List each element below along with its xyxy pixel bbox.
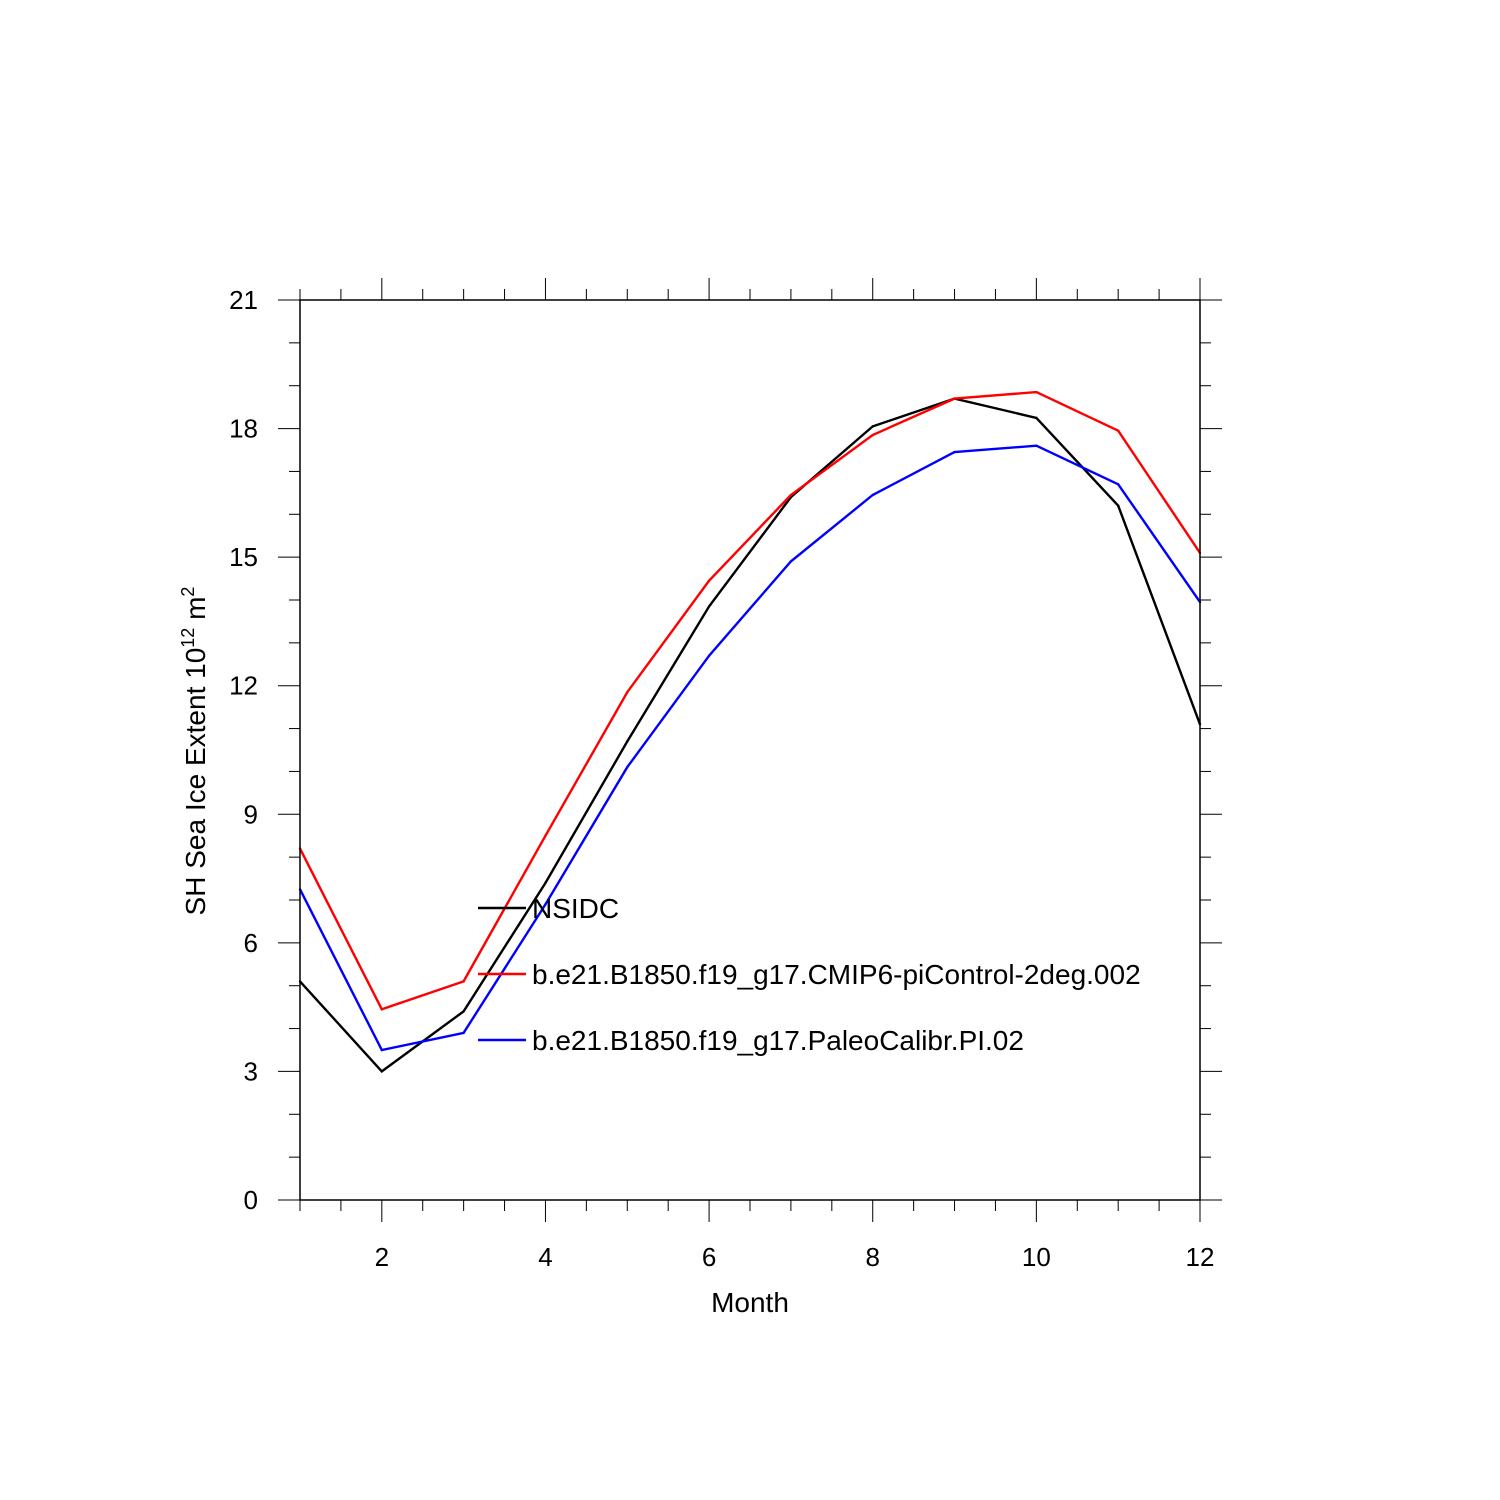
series-line <box>298 390 1201 1011</box>
y-axis-title-exponent: 12 <box>178 628 198 648</box>
y-axis-title-text: SH Sea Ice Extent 10 <box>180 648 211 916</box>
y-tick-label: 18 <box>229 414 258 444</box>
data-point <box>544 881 547 885</box>
data-point <box>380 1048 384 1052</box>
x-tick-label: 10 <box>1022 1242 1051 1272</box>
y-tick-label: 15 <box>229 542 258 572</box>
y-axis-title-unit: m <box>180 597 211 620</box>
y-tick-label: 3 <box>244 1056 258 1086</box>
data-point <box>707 654 711 657</box>
legend-label: b.e21.B1850.f19_g17.CMIP6-piControl-2deg… <box>532 959 1141 990</box>
data-point <box>1116 504 1120 507</box>
y-tick-label: 0 <box>244 1185 258 1215</box>
y-axis-title-unit-exponent: 2 <box>178 587 198 597</box>
data-point <box>626 690 629 694</box>
data-point <box>789 560 793 563</box>
data-point <box>626 740 629 743</box>
legend-label: NSIDC <box>532 893 619 924</box>
data-point <box>1035 390 1038 394</box>
x-tick-label: 6 <box>702 1242 716 1272</box>
axis-ticks <box>278 278 1222 1222</box>
legend: NSIDC b.e21.B1850.f19_g17.CMIP6-piControl… <box>478 893 1141 1056</box>
x-tick-label: 8 <box>865 1242 879 1272</box>
data-point <box>1035 416 1038 420</box>
y-tick-label: 6 <box>244 928 258 958</box>
data-point <box>1116 429 1120 432</box>
y-axis-title-space <box>180 620 211 628</box>
data-point <box>544 903 547 906</box>
y-tick-label: 12 <box>229 671 258 701</box>
data-point <box>544 834 547 837</box>
data-point <box>707 579 711 582</box>
y-tick-label: 9 <box>244 799 258 829</box>
tick-labels: 2 4 6 8 10 12 0 3 6 9 12 15 18 21 <box>229 285 1214 1272</box>
legend-label: b.e21.B1850.f19_g17.PaleoCalibr.PI.02 <box>532 1025 1024 1056</box>
y-axis-title: SH Sea Ice Extent 1012 m2 <box>178 587 211 916</box>
data-point <box>1116 483 1120 486</box>
x-tick-label: 4 <box>538 1242 552 1272</box>
data-point <box>462 1031 465 1035</box>
plot-frame <box>299 299 1201 1201</box>
y-tick-label: 21 <box>229 285 258 315</box>
data-point <box>789 493 793 497</box>
data-point <box>626 765 629 769</box>
data-point <box>707 605 711 608</box>
series-line <box>298 444 1201 1052</box>
data-point <box>953 397 956 400</box>
data-point <box>380 1070 384 1073</box>
data-point <box>380 1008 384 1011</box>
data-point <box>871 433 874 437</box>
data-point <box>871 425 874 428</box>
x-axis-title: Month <box>711 1287 789 1318</box>
x-tick-label: 12 <box>1186 1242 1215 1272</box>
data-point <box>871 493 874 497</box>
series-lines <box>298 390 1202 1074</box>
data-point <box>462 1010 465 1013</box>
series-line <box>299 397 1202 1074</box>
x-tick-label: 2 <box>375 1242 389 1272</box>
data-point <box>1035 444 1038 447</box>
data-point <box>462 980 465 983</box>
data-point <box>953 450 956 454</box>
